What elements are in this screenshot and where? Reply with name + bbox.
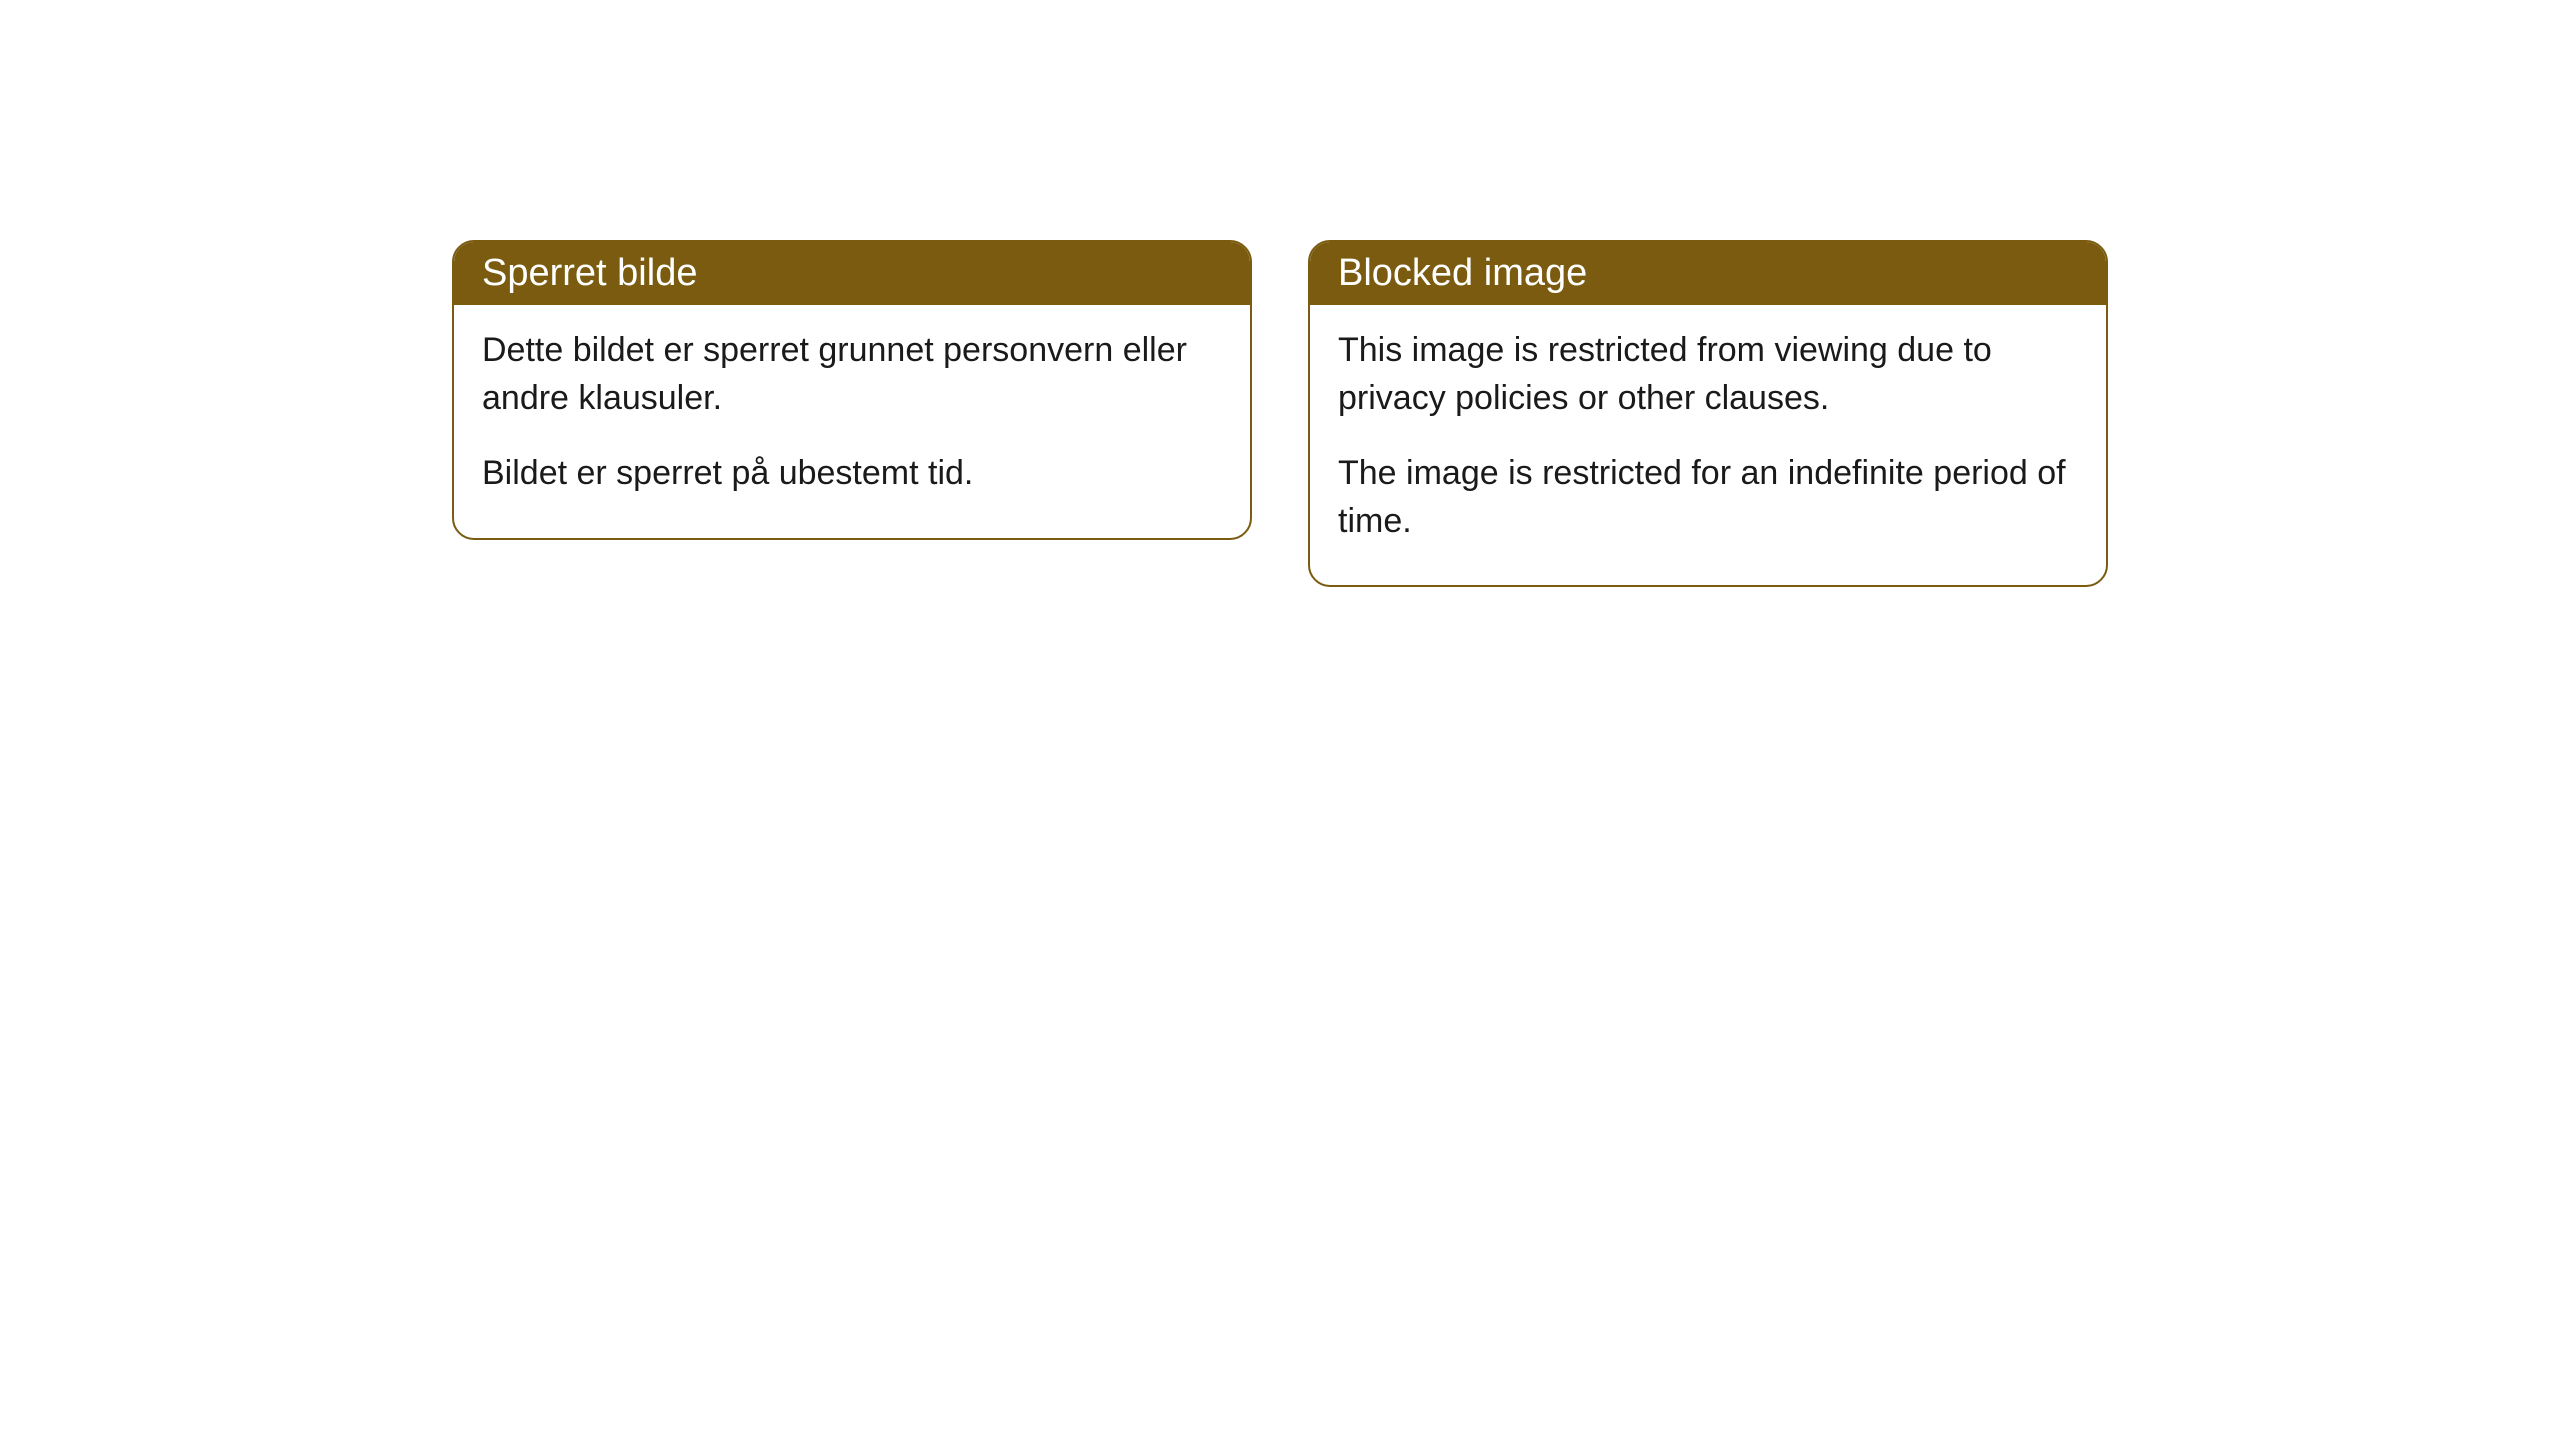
card-paragraph: Bildet er sperret på ubestemt tid.: [482, 450, 1222, 498]
notice-card-english: Blocked image This image is restricted f…: [1308, 240, 2108, 587]
card-body: Dette bildet er sperret grunnet personve…: [454, 305, 1250, 538]
card-body: This image is restricted from viewing du…: [1310, 305, 2106, 585]
card-header: Sperret bilde: [454, 242, 1250, 305]
notice-card-norwegian: Sperret bilde Dette bildet er sperret gr…: [452, 240, 1252, 540]
card-header: Blocked image: [1310, 242, 2106, 305]
card-title: Blocked image: [1338, 252, 1587, 294]
card-title: Sperret bilde: [482, 252, 697, 294]
card-paragraph: The image is restricted for an indefinit…: [1338, 450, 2078, 545]
card-paragraph: This image is restricted from viewing du…: [1338, 327, 2078, 422]
card-paragraph: Dette bildet er sperret grunnet personve…: [482, 327, 1222, 422]
cards-container: Sperret bilde Dette bildet er sperret gr…: [452, 240, 2108, 1440]
